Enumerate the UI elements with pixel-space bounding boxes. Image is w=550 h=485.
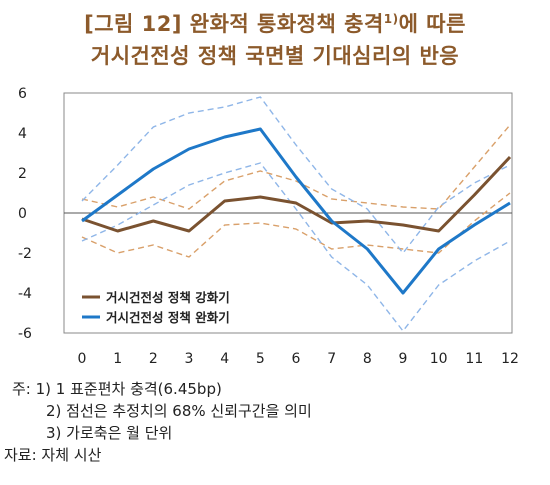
band-upper-line — [81, 96, 511, 255]
series-line — [81, 155, 512, 233]
legend-label: 거시건전성 정책 강화기 — [106, 290, 230, 305]
x-tick-label: 1 — [113, 351, 122, 367]
band-lower-line — [81, 192, 511, 258]
y-tick-label: -4 — [18, 286, 32, 302]
chart-title-line1: [그림 12] 완화적 통화정책 충격1)에 따른 — [0, 8, 550, 38]
x-tick-label: 7 — [327, 351, 336, 367]
footnote-1: 주: 1) 1 표준편차 충격(6.45bp) — [12, 380, 222, 398]
x-tick-label: 6 — [292, 351, 301, 367]
chart-title-main: [그림 12] 완화적 통화정책 충격 — [84, 12, 384, 36]
chart-title-line2: 거시건전성 정책 국면별 기대심리의 반응 — [90, 44, 460, 68]
footnote-3: 3) 가로축은 월 단위 — [46, 424, 173, 442]
x-tick-label: 11 — [465, 351, 483, 367]
chart-title-tail: 에 따른 — [398, 12, 466, 36]
y-tick-label: 0 — [18, 206, 27, 222]
x-tick-label: 12 — [501, 351, 519, 367]
y-tick-label: -6 — [18, 326, 32, 342]
y-tick-label: 4 — [18, 126, 27, 142]
band-upper-line — [81, 124, 511, 210]
footnote-2: 2) 점선은 추정치의 68% 신뢰구간을 의미 — [46, 402, 312, 420]
x-tick-label: 10 — [430, 351, 448, 367]
y-tick-label: 2 — [18, 166, 27, 182]
x-tick-label: 3 — [185, 351, 194, 367]
y-tick-label: -2 — [18, 246, 32, 262]
series-line — [81, 127, 511, 295]
y-tick-label: 6 — [18, 86, 27, 102]
band-lower-line — [81, 162, 511, 333]
chart-title-footnote-mark: 1) — [383, 12, 399, 26]
x-tick-label: 0 — [78, 351, 87, 367]
legend-label: 거시건전성 정책 완화기 — [106, 310, 230, 325]
source-note: 자료: 자체 시산 — [4, 446, 102, 464]
x-tick-label: 5 — [256, 351, 265, 367]
x-tick-label: 9 — [399, 351, 408, 367]
x-tick-label: 2 — [149, 351, 158, 367]
x-tick-label: 4 — [220, 351, 229, 367]
x-tick-label: 8 — [363, 351, 372, 367]
